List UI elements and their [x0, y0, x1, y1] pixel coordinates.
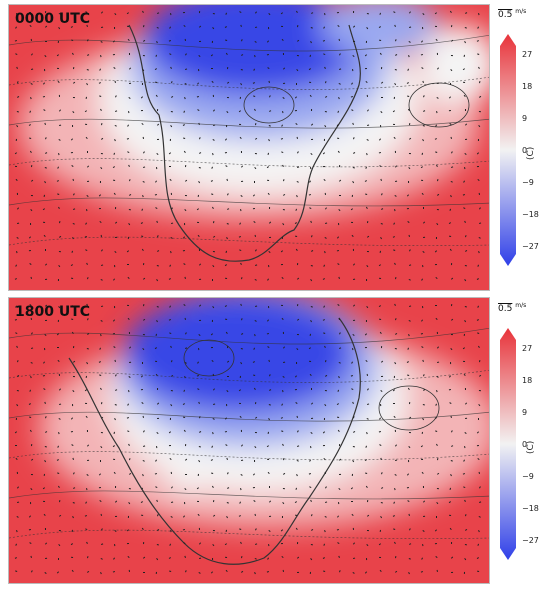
tick-label: 18 [522, 82, 533, 91]
colorbar-unit: (C) [526, 146, 536, 160]
tick-label: 27 [522, 50, 533, 59]
tick-label: −18 [522, 504, 539, 513]
colorbar-unit: (C) [526, 440, 536, 454]
temperature-wind-map [9, 298, 489, 583]
tick-label: 9 [522, 114, 528, 123]
map-panel-1800: 1800 UTC [8, 297, 490, 584]
panel-time-label: 0000 UTC [15, 11, 91, 27]
tick-label: −27 [522, 242, 539, 251]
tick-label: 9 [522, 408, 528, 417]
tick-label: −18 [522, 210, 539, 219]
map-panel-0000: 0000 UTC [8, 4, 490, 291]
tick-label: 0 [522, 440, 528, 449]
panel-time-label: 1800 UTC [15, 304, 91, 320]
reference-vector-label: 0.5 m/s [498, 8, 527, 20]
reference-vector-label: 0.5 m/s [498, 302, 527, 314]
colorbar [500, 328, 516, 560]
tick-label: 0 [522, 146, 528, 155]
temperature-wind-map [9, 5, 489, 290]
tick-label: −9 [522, 472, 534, 481]
tick-label: −27 [522, 536, 539, 545]
tick-label: 18 [522, 376, 533, 385]
tick-label: −9 [522, 178, 534, 187]
tick-label: 27 [522, 344, 533, 353]
colorbar [500, 34, 516, 266]
